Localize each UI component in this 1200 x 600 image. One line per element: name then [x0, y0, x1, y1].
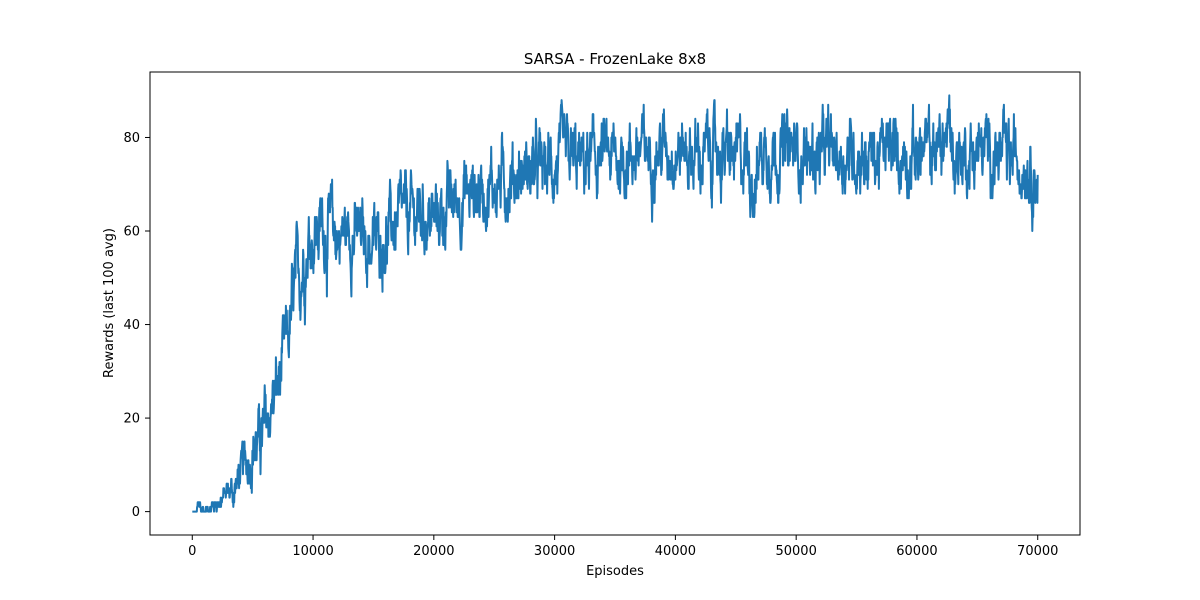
x-tick-label: 50000 — [775, 544, 816, 559]
x-tick-label: 30000 — [534, 544, 575, 559]
plot-area-frame — [149, 71, 1081, 536]
x-axis-label: Episodes — [586, 564, 644, 579]
y-tick-label: 0 — [132, 505, 140, 520]
y-tick-label: 80 — [123, 131, 140, 146]
x-tick-label: 60000 — [896, 544, 937, 559]
reward-series-line — [191, 94, 1039, 513]
x-tick-label: 40000 — [655, 544, 696, 559]
x-axis: 0 10000 20000 30000 40000 50000 60000 70000 — [188, 535, 1058, 559]
series-layer — [191, 94, 1039, 513]
y-tick-label: 60 — [123, 225, 140, 240]
chart-title: SARSA - FrozenLake 8x8 — [524, 50, 706, 68]
x-tick-label: 70000 — [1017, 544, 1058, 559]
x-tick-label: 0 — [188, 544, 196, 559]
y-axis-label: Rewards (last 100 avg) — [102, 228, 117, 378]
x-tick-label: 20000 — [413, 544, 454, 559]
y-axis: 0 20 40 60 80 — [123, 131, 150, 520]
x-tick-label: 10000 — [292, 544, 333, 559]
y-tick-label: 40 — [123, 318, 140, 333]
y-tick-label: 20 — [123, 412, 140, 427]
